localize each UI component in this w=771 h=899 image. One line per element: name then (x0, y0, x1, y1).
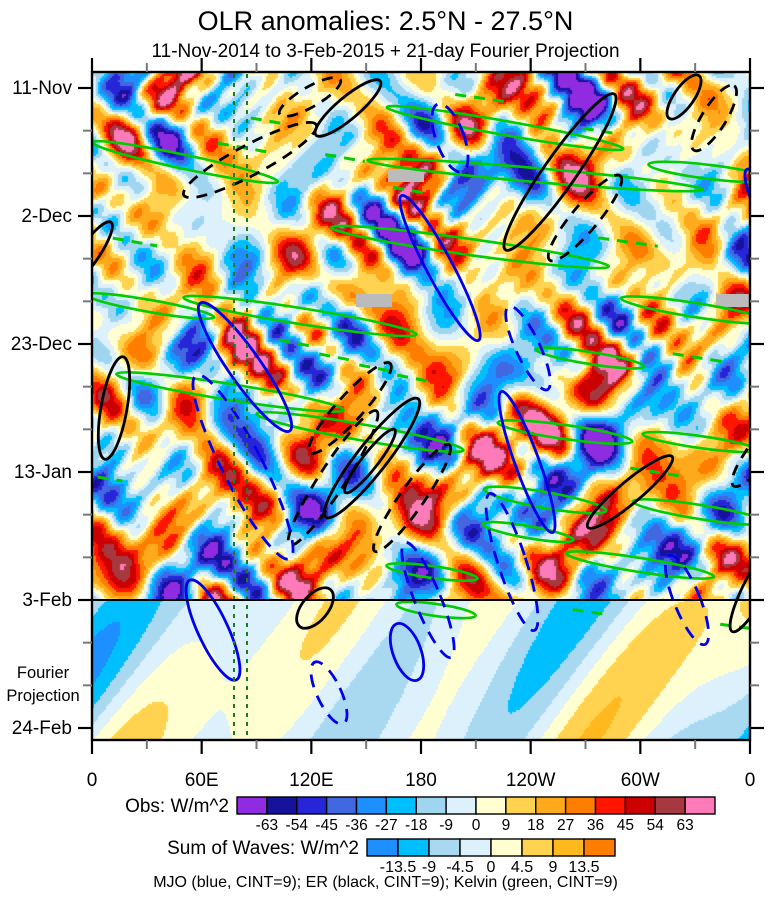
colorbar-cell (459, 838, 492, 857)
colorbar-cell (266, 796, 298, 815)
y-tick-label: 24-Feb (12, 718, 72, 739)
colorbar-cell (385, 796, 417, 815)
y-tick-label: 23-Dec (11, 334, 72, 355)
x-tick-label: 0 (745, 770, 756, 791)
x-tick-label: 120W (506, 770, 556, 791)
colorbar-tick-label: -36 (345, 817, 367, 834)
colorbar-cell (428, 838, 461, 857)
colorbar-cell (475, 796, 507, 815)
colorbar-tick-label: 0 (472, 817, 481, 834)
colorbar-tick-label: -27 (375, 817, 397, 834)
colorbar-tick-label: 36 (587, 817, 604, 834)
colorbar-tick-label: 54 (647, 817, 665, 834)
colorbar-cell (490, 838, 523, 857)
obs-colorbar-label: Obs: W/m^2 (125, 796, 229, 817)
fourier-projection-label: Projection (6, 687, 79, 705)
colorbar-tick-label: -45 (315, 817, 337, 834)
colorbar-cell (366, 838, 399, 857)
y-tick-label: 2-Dec (21, 206, 72, 227)
colorbar-tick-label: -18 (405, 817, 427, 834)
colorbar-cell (552, 838, 585, 857)
colorbar-cell (236, 796, 268, 815)
obs-colorbar: -63 -54 -45 -36 -27 -18 -9 0 9 18 27 36 45 54 63 Obs: W… (125, 796, 716, 834)
colorbar-cell (296, 796, 328, 815)
colorbar-tick-label: -54 (286, 817, 309, 834)
colorbar-cell (521, 838, 554, 857)
colorbar-cell (594, 796, 627, 815)
colorbar-tick-label: 63 (677, 817, 694, 834)
colorbar-tick-label: 45 (617, 817, 634, 834)
colorbar-tick-label: 18 (527, 817, 544, 834)
colorbar-tick-label: -63 (256, 817, 278, 834)
plot-subtitle: 11-Nov-2014 to 3-Feb-2015 + 21-day Fouri… (151, 41, 620, 62)
x-tick-label: 60W (621, 770, 660, 791)
colorbar-cell (684, 796, 716, 815)
colorbar-cell (583, 838, 616, 857)
x-tick-label: 0 (87, 770, 98, 791)
colorbar-cell (445, 796, 477, 815)
x-tick-label: 180 (405, 770, 437, 791)
colorbar-cell (654, 796, 686, 815)
sum-of-waves-colorbar-label: Sum of Waves: W/m^2 (167, 838, 359, 859)
hovmoller-field-canvas (92, 72, 750, 740)
colorbar-cell (325, 796, 358, 815)
colorbar-tick-label: -9 (439, 817, 453, 834)
colorbar-cell (355, 796, 388, 815)
colorbar-tick-label: 9 (502, 817, 511, 834)
wave-legend-caption: MJO (blue, CINT=9); ER (black, CINT=9); … (153, 874, 618, 891)
x-tick-label: 120E (289, 770, 333, 791)
x-tick-label: 60E (185, 770, 219, 791)
fourier-projection-label: Fourier (17, 664, 70, 682)
y-tick-label: 3-Feb (22, 590, 72, 611)
colorbar-tick-label: 27 (557, 817, 574, 834)
y-tick-label: 11-Nov (12, 78, 72, 99)
colorbar-cell (505, 796, 537, 815)
y-tick-label: 13-Jan (14, 462, 72, 483)
colorbar-cell (397, 838, 430, 857)
colorbar-cell (535, 796, 567, 815)
plot-title: OLR anomalies: 2.5°N - 27.5°N (197, 6, 574, 36)
colorbar-cell (415, 796, 447, 815)
colorbar-cell (624, 796, 656, 815)
colorbar-cell (564, 796, 597, 815)
